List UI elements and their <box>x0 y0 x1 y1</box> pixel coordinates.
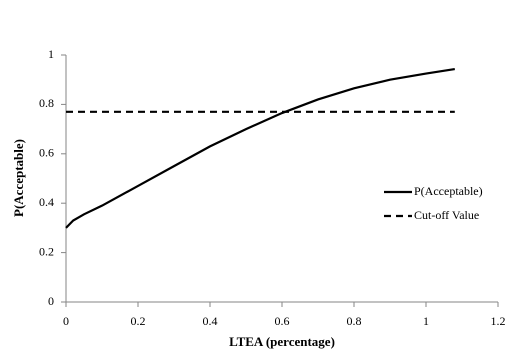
y-tick-label: 0 <box>48 294 54 308</box>
y-tick-label: 0.2 <box>39 244 54 258</box>
y-axis-title: P(Acceptable) <box>11 139 26 217</box>
x-tick-label: 0.4 <box>203 314 218 328</box>
x-tick-label: 1 <box>423 314 429 328</box>
x-tick-label: 0.2 <box>131 314 146 328</box>
x-tick-label: 0 <box>63 314 69 328</box>
series-line <box>65 67 455 229</box>
x-tick-label: 0.8 <box>347 314 362 328</box>
legend-label: P(Acceptable) <box>414 184 483 198</box>
x-tick-label: 1.2 <box>491 314 506 328</box>
y-tick-label: 0.8 <box>39 96 54 110</box>
y-tick-label: 1 <box>48 47 54 61</box>
legend-label: Cut-off Value <box>414 208 479 222</box>
x-axis-title: LTEA (percentage) <box>229 334 335 349</box>
y-tick-label: 0.6 <box>39 146 54 160</box>
y-tick-label: 0.4 <box>39 195 54 209</box>
x-tick-label: 0.6 <box>275 314 290 328</box>
